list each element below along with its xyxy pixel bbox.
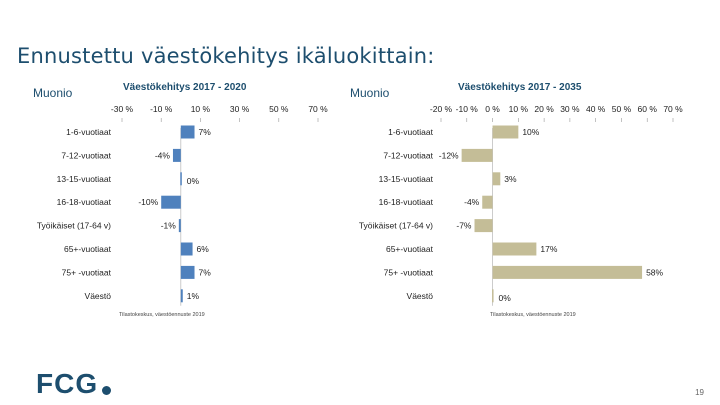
municipality-label: Muonio [33, 86, 73, 100]
category-label: 1-6-vuotiaat [66, 127, 112, 137]
bar [474, 219, 493, 233]
chart-2017-2020: Muonio Väestökehitys 2017 - 2020 -30 % -1… [0, 78, 350, 328]
x-tick-label: -20 % [430, 104, 453, 114]
municipality-label: Muonio [350, 86, 390, 100]
value-label: -1% [161, 221, 177, 231]
category-label: Työikäiset (17-64 v) [359, 221, 433, 231]
category-label: 7-12-vuotiaat [61, 150, 111, 160]
value-label: -7% [456, 221, 472, 231]
category-label: Väestö [85, 291, 112, 301]
x-tick-label: 70 % [308, 104, 328, 114]
category-label: 75+ -vuotiaat [62, 267, 112, 277]
logo-dot-icon [102, 385, 112, 395]
bar [492, 172, 501, 186]
value-label: -12% [439, 150, 459, 160]
value-label: 58% [646, 267, 663, 277]
category-label: 65+-vuotiaat [64, 244, 112, 254]
category-label: 13-15-vuotiaat [379, 174, 434, 184]
bar [482, 195, 493, 209]
x-tick-label: 60 % [638, 104, 658, 114]
value-label: 0% [187, 176, 200, 186]
page-number: 19 [695, 388, 704, 397]
bar [492, 265, 643, 279]
category-label: 1-6-vuotiaat [388, 127, 434, 137]
bar [492, 289, 494, 303]
bar [180, 265, 195, 279]
chart-title: Väestökehitys 2017 - 2035 [458, 82, 582, 93]
chart-source: Tilastokeskus, väestöennuste 2019 [490, 312, 576, 318]
bar [492, 242, 537, 256]
category-label: 16-18-vuotiaat [57, 197, 112, 207]
slide-title: Ennustettu väestökehitys ikäluokittain: [17, 44, 435, 68]
x-tick-label: -10 % [456, 104, 479, 114]
value-label: -10% [138, 197, 158, 207]
bar [180, 289, 183, 303]
x-tick-label: 50 % [612, 104, 632, 114]
bar [161, 195, 181, 209]
x-tick-label: 0 % [485, 104, 500, 114]
x-tick-label: 30 % [560, 104, 580, 114]
value-label: 7% [199, 267, 212, 277]
value-label: 6% [197, 244, 210, 254]
fcg-logo: FCG [36, 368, 112, 399]
x-tick-label: 40 % [586, 104, 606, 114]
chart-source: Tilastokeskus, väestöennuste 2019 [119, 312, 205, 318]
bar [492, 125, 519, 139]
chart-2017-2035: Muonio Väestökehitys 2017 - 2035 -20 % -1… [350, 78, 720, 328]
x-tick-label: -10 % [150, 104, 173, 114]
category-label: Työikäiset (17-64 v) [37, 221, 111, 231]
value-label: 3% [504, 174, 517, 184]
x-tick-label: 70 % [663, 104, 683, 114]
x-tick-label: 10 % [509, 104, 529, 114]
value-label: -4% [155, 150, 171, 160]
x-tick-label: -30 % [111, 104, 134, 114]
value-label: 0% [499, 293, 512, 303]
chart-svg: -20 % -10 % 0 % 10 % 20 % 30 % 40 % 50 % 60 % 70 … [359, 104, 683, 306]
x-tick-label: 50 % [269, 104, 289, 114]
category-label: 16-18-vuotiaat [379, 197, 434, 207]
x-tick-label: 10 % [191, 104, 211, 114]
bar [461, 148, 493, 162]
x-tick-label: 20 % [534, 104, 554, 114]
category-label: 75+ -vuotiaat [384, 267, 434, 277]
value-label: -4% [464, 197, 480, 207]
category-label: Väestö [407, 291, 434, 301]
bar [178, 219, 181, 233]
chart-svg: -30 % -10 % 10 % 30 % 50 % 70 % 1-6-vuotiaat 7%… [37, 104, 328, 306]
value-label: 10% [522, 127, 539, 137]
value-label: 17% [540, 244, 557, 254]
chart-title: Väestökehitys 2017 - 2020 [123, 82, 247, 93]
bar [172, 148, 181, 162]
x-tick-label: 30 % [230, 104, 250, 114]
value-label: 1% [187, 291, 200, 301]
logo-text: FCG [36, 368, 99, 399]
category-label: 7-12-vuotiaat [383, 150, 433, 160]
category-label: 65+-vuotiaat [386, 244, 434, 254]
bar [180, 125, 195, 139]
category-label: 13-15-vuotiaat [57, 174, 112, 184]
bar [180, 172, 182, 186]
bar [180, 242, 193, 256]
value-label: 7% [199, 127, 212, 137]
